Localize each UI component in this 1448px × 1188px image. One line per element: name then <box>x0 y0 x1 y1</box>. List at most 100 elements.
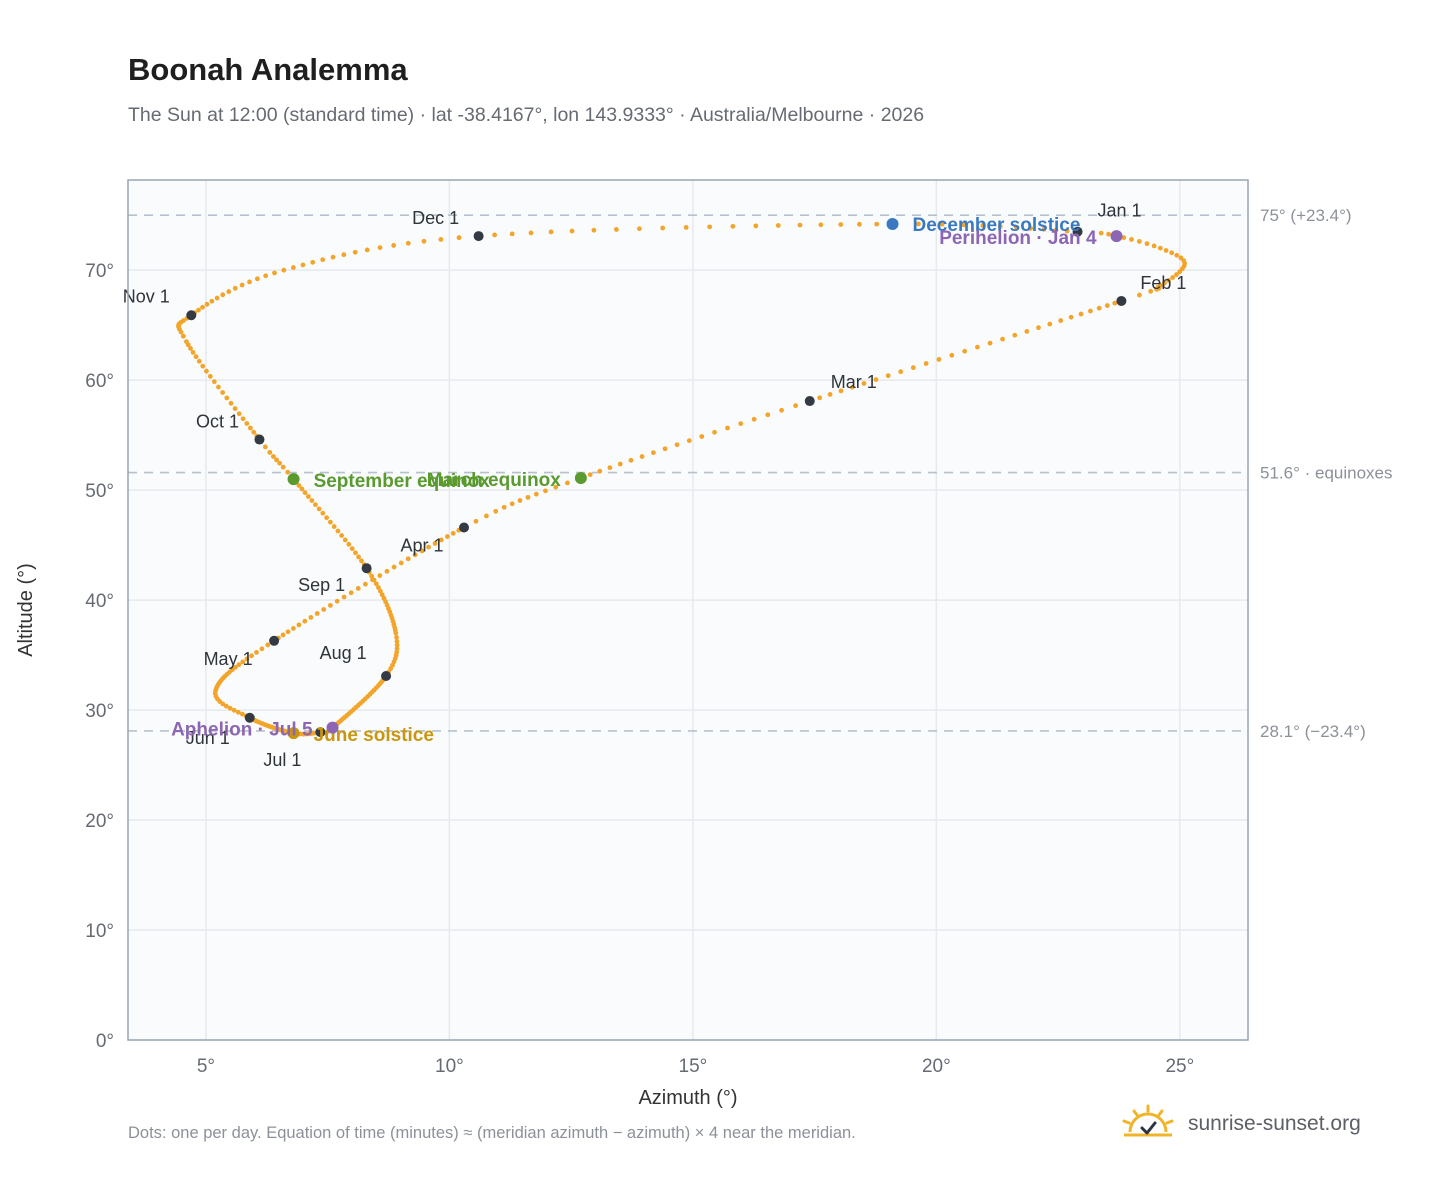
daily-sun-dot <box>244 421 250 426</box>
daily-sun-dot <box>277 460 283 466</box>
daily-sun-dot <box>302 618 308 624</box>
daily-sun-dot <box>180 333 186 339</box>
daily-sun-dot <box>961 222 966 228</box>
month-marker <box>186 310 197 321</box>
daily-sun-dot <box>248 425 253 431</box>
month-marker-label: Jan 1 <box>1098 201 1142 221</box>
daily-sun-dot <box>394 642 400 648</box>
daily-sun-dot <box>525 494 531 500</box>
daily-sun-dot <box>751 416 757 422</box>
daily-sun-dot <box>949 352 955 358</box>
daily-sun-dot <box>359 558 364 564</box>
x-tick-label: 10° <box>435 1056 464 1077</box>
daily-sun-dot <box>342 537 348 543</box>
daily-sun-dot <box>236 662 242 668</box>
plot-frame <box>127 179 1249 1041</box>
reference-line-label: 75° (+23.4°) <box>1260 206 1352 225</box>
daily-sun-dot <box>330 254 336 260</box>
month-marker <box>459 522 469 533</box>
daily-sun-dot <box>587 472 593 478</box>
daily-sun-dot <box>327 519 333 525</box>
daily-sun-dot <box>553 484 559 490</box>
daily-sun-dot <box>369 573 375 579</box>
daily-sun-dot <box>394 646 400 652</box>
daily-sun-dot <box>376 585 381 590</box>
daily-sun-dot <box>394 639 400 644</box>
daily-sun-dot <box>817 395 823 401</box>
axis-ticks: 5° 10° 15° 20° 25° 0° 10° 20° 30° 40° 50° 60° 70° <box>85 261 1194 1077</box>
daily-sun-dot <box>1157 245 1163 251</box>
daily-sun-dot <box>334 598 340 604</box>
daily-sun-dot <box>725 425 730 431</box>
daily-sun-dot <box>936 357 942 362</box>
daily-sun-dot <box>227 705 233 711</box>
daily-sun-dot <box>207 373 213 379</box>
daily-sun-dot <box>1012 332 1018 338</box>
daily-sun-dot <box>220 390 226 395</box>
daily-sun-dot <box>1024 329 1030 334</box>
daily-sun-dot <box>517 498 523 503</box>
chart-subtitle: The Sun at 12:00 (standard time) · lat -… <box>128 104 925 126</box>
daily-sun-dot <box>204 368 209 374</box>
daily-sun-dot <box>1121 235 1127 241</box>
daily-sun-dot <box>247 279 252 285</box>
daily-sun-dot <box>209 298 215 304</box>
daily-sun-dot <box>565 480 570 486</box>
y-tick-label: 40° <box>85 591 114 612</box>
daily-sun-dot <box>591 227 597 233</box>
y-tick-label: 70° <box>85 261 114 282</box>
daily-sun-dot <box>308 615 314 620</box>
event-label: December solstice <box>913 215 1081 236</box>
daily-sun-dot <box>274 457 279 463</box>
daily-sun-dot <box>324 515 330 521</box>
daily-sun-dot <box>305 494 311 499</box>
daily-sun-dot <box>193 354 199 360</box>
daily-sun-dot <box>509 231 515 237</box>
daily-sun-dot <box>335 528 341 534</box>
event-label: Perihelion · Jan 4 <box>939 228 1097 249</box>
daily-sun-dot <box>1170 275 1176 280</box>
daily-sun-dot <box>341 252 347 258</box>
daily-sun-dot <box>419 548 425 554</box>
daily-sun-dot <box>548 229 554 235</box>
daily-sun-dot <box>254 276 260 282</box>
daily-sun-dot <box>265 642 271 648</box>
daily-sun-dot <box>355 586 361 591</box>
daily-sun-dot <box>391 243 397 248</box>
month-marker <box>473 231 484 242</box>
daily-sun-dot <box>251 429 257 435</box>
daily-sun-dot <box>232 285 238 291</box>
daily-sun-dot <box>838 388 844 394</box>
daily-sun-dot <box>1064 228 1070 234</box>
month-marker <box>269 635 280 646</box>
month-marker-label: Mar 1 <box>831 372 877 392</box>
daily-sun-dot <box>296 483 302 488</box>
daily-sun-dot <box>254 650 259 655</box>
month-marker <box>315 727 326 738</box>
daily-sun-dot <box>377 245 383 251</box>
daily-sun-dot <box>1013 224 1019 230</box>
daily-sun-dot <box>1174 252 1180 258</box>
daily-sun-dot <box>707 224 713 230</box>
daily-sun-dot <box>271 454 276 459</box>
brand-logo[interactable]: sunrise-sunset.org <box>1120 1104 1361 1144</box>
daily-sun-dot <box>216 384 221 390</box>
event-marker-apsis <box>1110 230 1123 243</box>
daily-sun-dot <box>1166 277 1172 283</box>
daily-sun-dot <box>683 225 689 230</box>
daily-sun-dot <box>1088 308 1093 314</box>
daily-sun-dot <box>224 395 230 401</box>
daily-sun-dot <box>686 438 692 444</box>
daily-sun-dot <box>484 513 489 519</box>
daily-sun-dot <box>738 421 744 427</box>
daily-sun-dot <box>962 348 968 354</box>
daily-sun-dot <box>405 556 411 562</box>
daily-sun-dot <box>244 656 250 662</box>
daily-sun-dot <box>1148 288 1154 294</box>
daily-sun-dot <box>313 502 318 508</box>
daily-sun-dot <box>492 232 498 238</box>
daily-sun-dot <box>438 537 444 543</box>
daily-sun-dot <box>1047 321 1053 327</box>
event-marker-apsis <box>326 721 339 734</box>
daily-sun-dot <box>211 379 217 385</box>
